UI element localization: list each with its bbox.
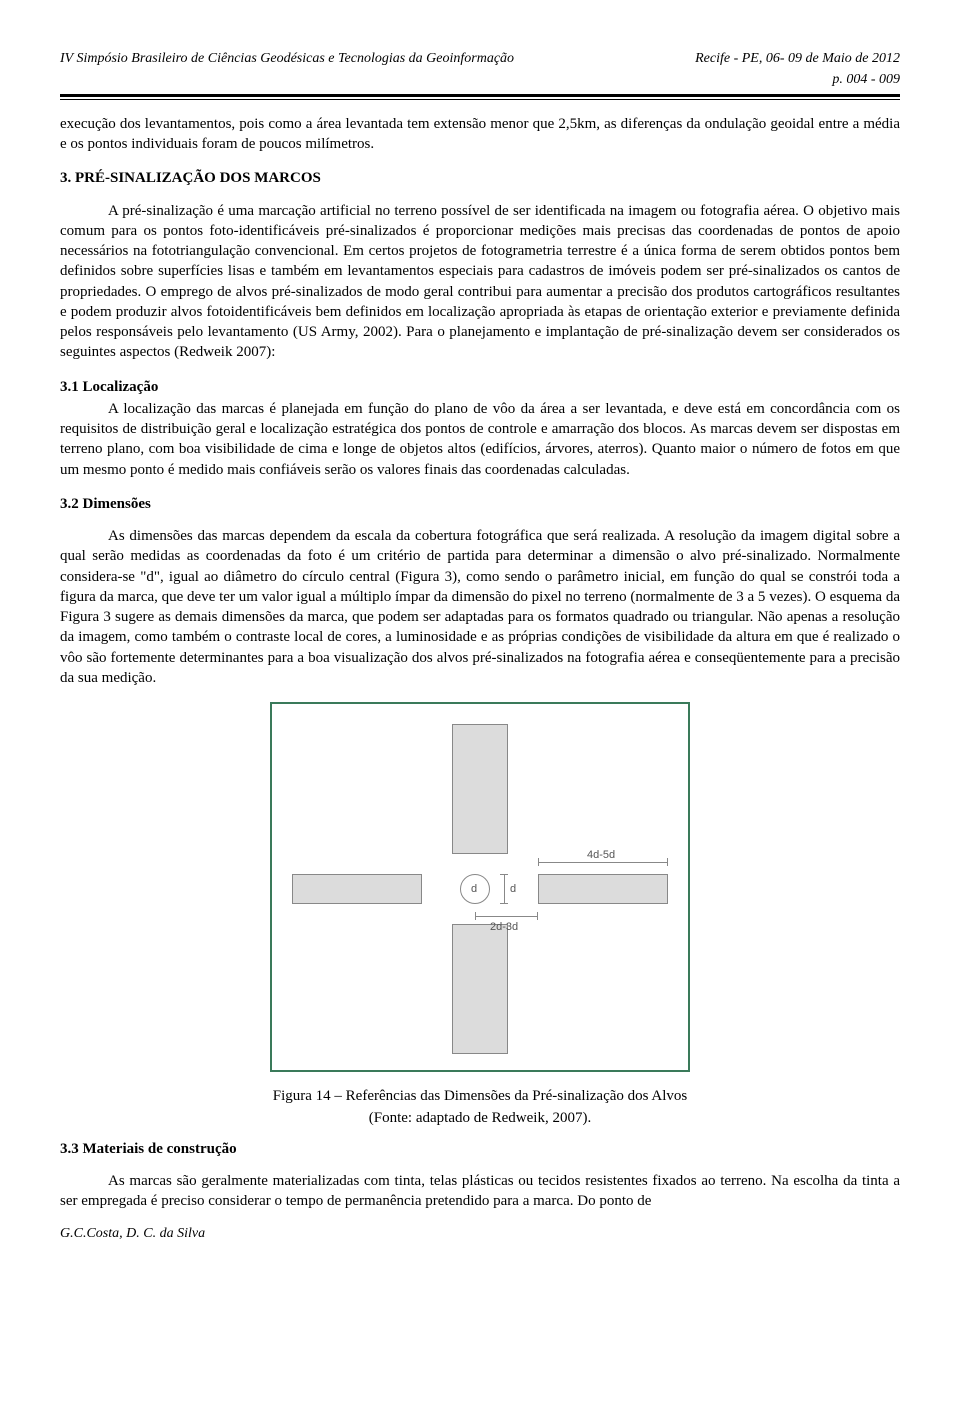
section-33-text: As marcas são geralmente materializadas … [60,1173,900,1209]
section-32-paragraph: As dimensões das marcas dependem da esca… [60,526,900,688]
header-right: Recife - PE, 06- 09 de Maio de 2012 [695,50,900,69]
figure-label-2d3d: 2d-3d [490,920,518,935]
figure-container: d d 4d-5d 2d-3d [60,702,900,1072]
dim-d-tick-top [500,874,508,875]
dim-4d5d-tick-r [667,858,668,866]
figure-box: d d 4d-5d 2d-3d [270,702,690,1072]
section-32-text: As dimensões das marcas dependem da esca… [60,528,900,686]
section-33-heading: 3.3 Materiais de construção [60,1139,900,1159]
figure-caption-line2: (Fonte: adaptado de Redweik, 2007). [60,1108,900,1128]
figure-top-rect [452,724,508,854]
section-3-paragraph: A pré-sinalização é uma marcação artific… [60,201,900,363]
header-left: IV Simpósio Brasileiro de Ciências Geodé… [60,50,514,69]
dim-d-vert [504,874,505,904]
page-footer: G.C.Costa, D. C. da Silva [60,1225,900,1244]
section-33-paragraph: As marcas são geralmente materializadas … [60,1171,900,1212]
figure-label-d-side: d [510,882,516,897]
section-3-heading: 3. PRÉ-SINALIZAÇÃO DOS MARCOS [60,168,900,188]
continuation-paragraph: execução dos levantamentos, pois como a … [60,114,900,155]
page-header: IV Simpósio Brasileiro de Ciências Geodé… [60,50,900,69]
dim-4d5d-tick-l [538,858,539,866]
section-31-text: A localização das marcas é planejada em … [60,401,900,478]
figure-bottom-rect [452,924,508,1054]
header-rule-thick [60,94,900,97]
dim-2d3d-line [475,916,538,917]
section-3-text: A pré-sinalização é uma marcação artific… [60,203,900,361]
figure-label-4d5d: 4d-5d [587,848,615,863]
figure-left-rect [292,874,422,904]
header-page-number: p. 004 - 009 [60,71,900,90]
figure-label-d-circle: d [471,882,477,897]
section-32-heading: 3.2 Dimensões [60,494,900,514]
header-rule-thin [60,99,900,100]
figure-caption-line1: Figura 14 – Referências das Dimensões da… [60,1086,900,1106]
dim-d-tick-bot [500,903,508,904]
figure-right-rect [538,874,668,904]
section-31-heading: 3.1 Localização [60,377,900,397]
section-31-paragraph: A localização das marcas é planejada em … [60,399,900,480]
dim-2d3d-tick-r [537,912,538,920]
dim-2d3d-tick-l [475,912,476,920]
